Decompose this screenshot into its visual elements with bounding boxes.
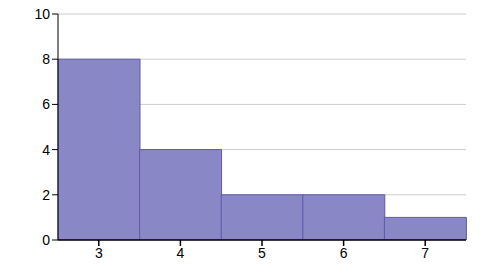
svg-text:10: 10 (34, 6, 50, 22)
svg-text:4: 4 (42, 142, 50, 158)
svg-text:5: 5 (258, 245, 266, 261)
svg-text:7: 7 (421, 245, 429, 261)
svg-text:6: 6 (340, 245, 348, 261)
svg-text:0: 0 (42, 232, 50, 248)
svg-text:2: 2 (42, 187, 50, 203)
svg-text:3: 3 (95, 245, 103, 261)
svg-text:4: 4 (177, 245, 185, 261)
svg-text:6: 6 (42, 96, 50, 112)
svg-text:8: 8 (42, 51, 50, 67)
